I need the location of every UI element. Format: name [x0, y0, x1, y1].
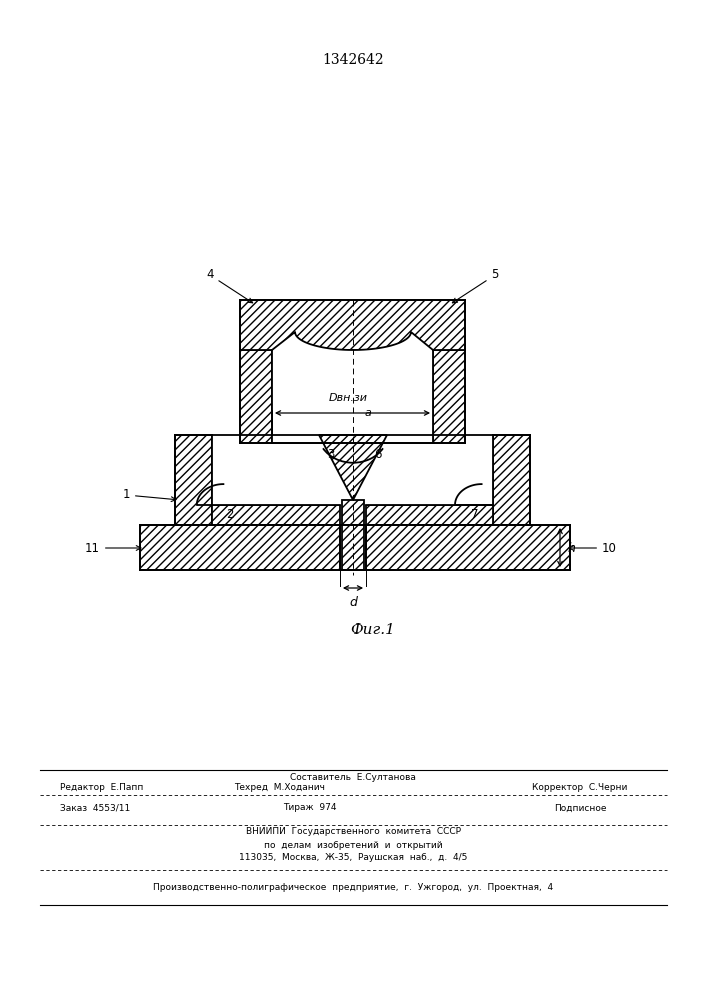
Polygon shape [319, 435, 387, 500]
Polygon shape [342, 500, 364, 570]
Text: Техред  М.Ходанич: Техред М.Ходанич [235, 784, 325, 792]
Text: 5: 5 [452, 268, 498, 303]
Text: 2: 2 [226, 508, 234, 522]
Text: 7: 7 [472, 508, 479, 522]
Text: Тираж  974: Тираж 974 [284, 804, 337, 812]
Text: ВНИИПИ  Государственного  комитета  СССР: ВНИИПИ Государственного комитета СССР [245, 828, 460, 836]
Text: d: d [349, 596, 357, 609]
Polygon shape [272, 350, 433, 443]
Text: 3: 3 [327, 448, 334, 462]
Bar [175, 435, 212, 525]
Text: 10: 10 [569, 542, 617, 554]
Text: Производственно-полиграфическое  предприятие,  г.  Ужгород,  ул.  Проектная,  4: Производственно-полиграфическое предприя… [153, 884, 553, 892]
Text: Фиг.1: Фиг.1 [351, 623, 395, 637]
Polygon shape [364, 435, 493, 505]
Bar [493, 435, 530, 525]
Bar [212, 505, 340, 525]
Text: 1342642: 1342642 [322, 53, 384, 67]
Bar [366, 505, 493, 525]
Polygon shape [340, 525, 366, 570]
Bar [240, 350, 272, 443]
Text: Заказ  4553/11: Заказ 4553/11 [60, 804, 130, 812]
Text: 4: 4 [206, 268, 252, 303]
Text: Подписное: Подписное [554, 804, 606, 812]
Text: 11: 11 [85, 542, 141, 554]
Text: Составитель  Е.Султанова: Составитель Е.Султанова [290, 774, 416, 782]
Text: 1: 1 [122, 488, 176, 502]
Text: Редактор  Е.Папп: Редактор Е.Папп [60, 784, 144, 792]
Bar [140, 525, 570, 570]
Polygon shape [272, 332, 433, 350]
Polygon shape [212, 435, 342, 505]
Polygon shape [212, 435, 493, 505]
Text: h: h [568, 542, 576, 554]
Text: 113035,  Москва,  Ж-35,  Раушская  наб.,  д.  4/5: 113035, Москва, Ж-35, Раушская наб., д. … [239, 854, 467, 862]
Text: по  делам  изобретений  и  открытий: по делам изобретений и открытий [264, 840, 443, 850]
Text: a: a [365, 408, 372, 418]
Text: Dвн.зи: Dвн.зи [329, 393, 368, 403]
Bar [240, 300, 465, 350]
Bar [433, 350, 465, 443]
Text: 6: 6 [374, 448, 382, 462]
Text: Корректор  С.Черни: Корректор С.Черни [532, 784, 628, 792]
